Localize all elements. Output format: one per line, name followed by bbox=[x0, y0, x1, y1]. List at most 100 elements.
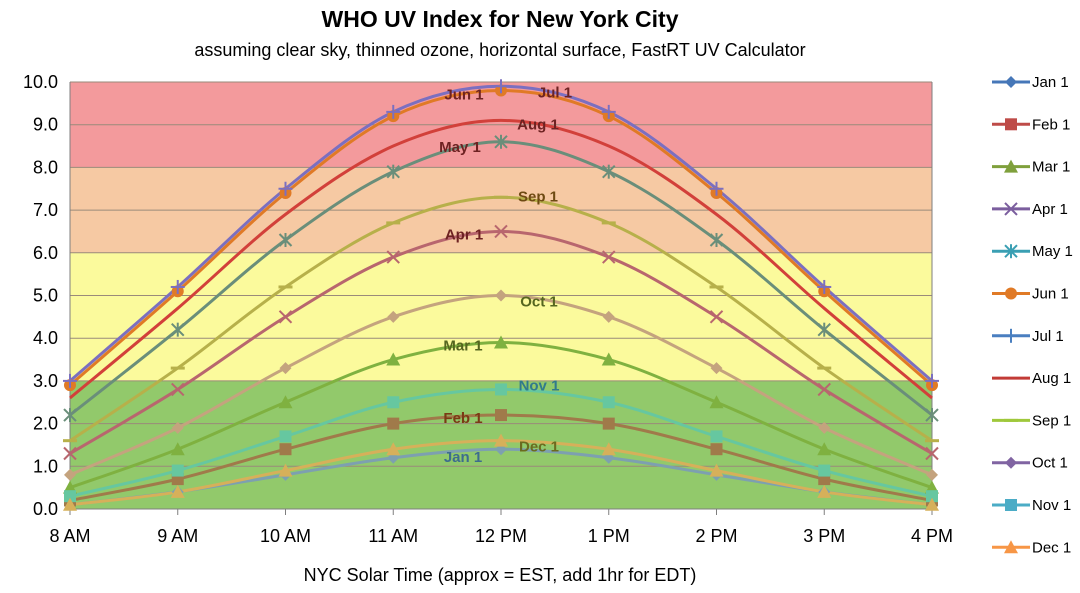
legend-item-nov-1: Nov 1 bbox=[992, 497, 1071, 514]
legend-item-may-1: May 1 bbox=[992, 243, 1073, 260]
point-oct-1-1 bbox=[171, 421, 184, 434]
point-may-1-8 bbox=[925, 408, 939, 423]
legend-marker-icon bbox=[1005, 76, 1017, 88]
data-label-mar-1: Mar 1 bbox=[443, 337, 482, 354]
point-may-1-4 bbox=[494, 134, 508, 149]
x-tick-label: 8 AM bbox=[49, 526, 90, 546]
point-nov-1-8 bbox=[926, 490, 938, 503]
legend-label: Jul 1 bbox=[1032, 328, 1064, 345]
point-apr-1-1 bbox=[171, 382, 185, 397]
uv-band-1 bbox=[70, 252, 932, 381]
point-oct-1-4 bbox=[495, 289, 507, 302]
legend-item-jun-1: Jun 1 bbox=[992, 286, 1069, 303]
point-nov-1-5 bbox=[602, 396, 615, 409]
y-tick-label: 2.0 bbox=[33, 414, 58, 434]
point-nov-1-2 bbox=[279, 430, 292, 443]
point-feb-1-3 bbox=[387, 417, 400, 430]
point-apr-1-8 bbox=[925, 446, 939, 461]
legend-label: Jan 1 bbox=[1032, 74, 1069, 91]
point-dec-1-2 bbox=[278, 463, 293, 477]
point-dec-1-7 bbox=[817, 484, 832, 498]
legend-item-feb-1: Feb 1 bbox=[992, 116, 1070, 133]
legend-item-aug-1: Aug 1 bbox=[992, 370, 1071, 387]
legend-marker-icon bbox=[1005, 118, 1017, 131]
point-dec-1-5 bbox=[601, 442, 616, 456]
series-line-aug-1 bbox=[69, 118, 933, 400]
legend-item-oct-1: Oct 1 bbox=[992, 455, 1068, 472]
x-tick-label: 2 PM bbox=[695, 526, 737, 546]
point-nov-1-7 bbox=[818, 464, 831, 477]
legend-item-dec-1: Dec 1 bbox=[992, 539, 1071, 556]
point-feb-1-6 bbox=[710, 443, 723, 456]
point-apr-1-2 bbox=[278, 310, 293, 324]
point-dec-1-6 bbox=[709, 463, 724, 477]
point-mar-1-5 bbox=[601, 352, 616, 366]
y-tick-label: 5.0 bbox=[33, 286, 58, 306]
y-tick-label: 3.0 bbox=[33, 371, 58, 391]
point-oct-1-3 bbox=[387, 310, 400, 323]
x-tick-label: 3 PM bbox=[803, 526, 845, 546]
legend-marker-icon bbox=[1004, 244, 1018, 259]
point-feb-1-4 bbox=[495, 409, 507, 422]
data-label-jan-1: Jan 1 bbox=[444, 449, 482, 466]
point-nov-1-4 bbox=[495, 383, 507, 396]
x-tick-label: 1 PM bbox=[588, 526, 630, 546]
point-apr-1-5 bbox=[602, 250, 616, 264]
data-label-jun-1: Jun 1 bbox=[444, 87, 483, 104]
point-jul-1-5 bbox=[601, 104, 616, 119]
y-tick-label: 10.0 bbox=[23, 72, 58, 92]
data-label-nov-1: Nov 1 bbox=[519, 377, 560, 394]
data-label-aug-1: Aug 1 bbox=[517, 116, 559, 133]
point-jul-1-8 bbox=[925, 373, 939, 388]
point-may-1-5 bbox=[602, 164, 616, 179]
legend-item-jan-1: Jan 1 bbox=[992, 74, 1069, 91]
point-nov-1-6 bbox=[710, 430, 723, 443]
data-label-feb-1: Feb 1 bbox=[443, 410, 482, 427]
point-mar-1-3 bbox=[386, 352, 401, 366]
point-jul-1-7 bbox=[817, 279, 832, 294]
data-label-sep-1: Sep 1 bbox=[518, 188, 558, 205]
y-tick-label: 8.0 bbox=[33, 157, 58, 177]
point-oct-1-0 bbox=[64, 468, 76, 481]
x-axis-label: NYC Solar Time (approx = EST, add 1hr fo… bbox=[303, 565, 697, 585]
point-oct-1-5 bbox=[602, 310, 615, 323]
x-tick-label: 4 PM bbox=[911, 526, 953, 546]
legend-item-apr-1: Apr 1 bbox=[992, 201, 1068, 218]
point-oct-1-2 bbox=[279, 362, 292, 375]
x-tick-label: 9 AM bbox=[157, 526, 198, 546]
point-oct-1-6 bbox=[710, 362, 723, 375]
point-may-1-6 bbox=[709, 232, 724, 247]
legend-marker-icon bbox=[1005, 456, 1017, 469]
y-tick-label: 7.0 bbox=[33, 200, 58, 220]
legend-marker-icon bbox=[1004, 159, 1018, 173]
y-tick-label: 4.0 bbox=[33, 328, 58, 348]
point-apr-1-0 bbox=[63, 446, 77, 461]
y-tick-label: 1.0 bbox=[33, 456, 58, 476]
legend-item-mar-1: Mar 1 bbox=[992, 159, 1070, 176]
point-nov-1-1 bbox=[171, 464, 184, 477]
point-dec-1-3 bbox=[386, 442, 401, 456]
point-feb-1-5 bbox=[602, 417, 615, 430]
legend-label: Feb 1 bbox=[1032, 116, 1070, 133]
data-label-may-1: May 1 bbox=[439, 139, 481, 156]
legend-marker-icon bbox=[1005, 499, 1017, 511]
y-tick-label: 6.0 bbox=[33, 243, 58, 263]
point-may-1-7 bbox=[817, 322, 831, 337]
point-apr-1-7 bbox=[817, 382, 831, 397]
legend-label: Aug 1 bbox=[1032, 370, 1071, 387]
point-feb-1-2 bbox=[279, 443, 292, 456]
legend-marker-icon bbox=[1005, 287, 1017, 300]
x-tick-label: 11 AM bbox=[368, 526, 418, 546]
legend-label: Apr 1 bbox=[1032, 201, 1068, 218]
legend-label: Oct 1 bbox=[1032, 455, 1068, 472]
chart-subtitle: assuming clear sky, thinned ozone, horiz… bbox=[194, 40, 806, 60]
legend-label: Sep 1 bbox=[1032, 412, 1071, 429]
legend-marker-icon bbox=[1004, 328, 1018, 343]
point-jul-1-1 bbox=[170, 279, 185, 294]
point-jul-1-6 bbox=[709, 181, 724, 196]
data-label-dec-1: Dec 1 bbox=[519, 439, 559, 456]
point-jul-1-4 bbox=[494, 79, 508, 94]
point-may-1-0 bbox=[63, 408, 77, 423]
point-dec-1-0 bbox=[63, 497, 77, 511]
y-tick-label: 9.0 bbox=[33, 115, 58, 135]
